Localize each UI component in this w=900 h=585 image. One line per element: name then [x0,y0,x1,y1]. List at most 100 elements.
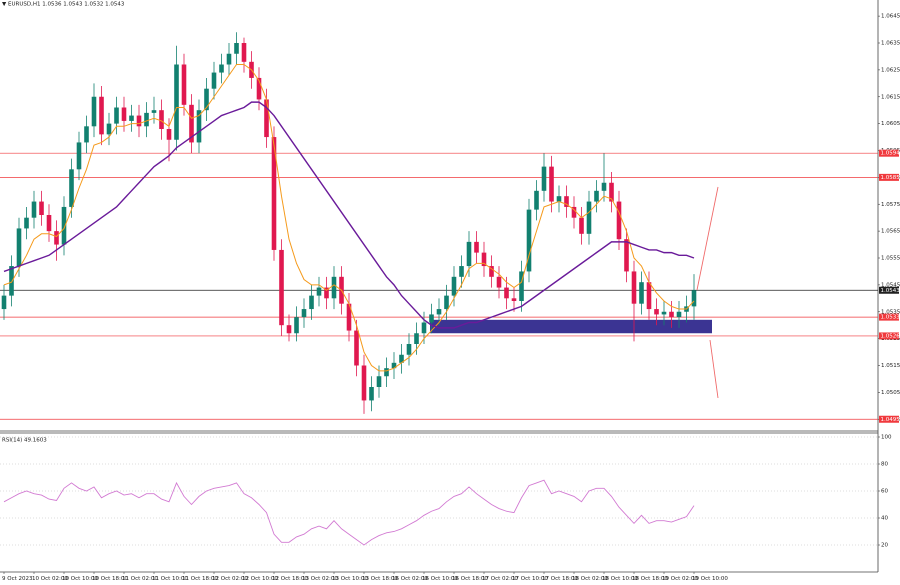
y-tick-label: 40 [881,516,888,522]
candle-body [166,129,172,140]
candle-body [639,282,644,304]
candle-body [211,72,217,89]
candle-body [399,354,404,363]
candle-body [346,303,352,331]
x-tick-label: 12 Oct 10:00 [242,576,278,582]
x-tick-label: 18 Oct 02:00 [572,576,608,582]
price-level-tag [879,173,899,181]
price-level-label: 1.0526 [881,333,900,339]
price-level-tag [879,313,899,321]
y-tick-label: 1.0505 [881,390,900,396]
price-level-label: 1.0594 [881,151,900,157]
x-tick-label: 17 Oct 18:00 [542,576,578,582]
candle-body [294,317,299,334]
x-tick-label: 16 Oct 10:00 [422,576,458,582]
candle-body [556,196,562,202]
candle-body [504,287,509,299]
candle-body [271,137,277,250]
price-level-label: 1.0533 [881,315,900,321]
candle-body [181,64,187,105]
candle-body [646,282,652,310]
candle-body [121,107,127,121]
price-level-tag [879,332,899,340]
candle-body [286,325,292,334]
candle-body [481,252,487,267]
candle-body [76,142,82,170]
candle-body [586,201,592,234]
indicator-title: RSI(14) 49.1603 [2,438,47,444]
y-tick-label: 20 [881,543,888,549]
x-tick-label: 18 Oct 10:00 [602,576,638,582]
y-tick-label: 1.0625 [881,67,900,73]
candle-body [541,166,547,191]
candle-body [654,309,659,315]
candle-body [24,217,29,229]
candle-body [31,201,37,218]
y-tick-label: 1.0605 [881,121,900,127]
candle-body [9,266,14,296]
candle-body [691,290,697,307]
candle-body [234,43,239,54]
candle-body [594,190,599,202]
forecast-arrow-down [709,339,719,399]
y-tick-label: 1.0545 [881,282,900,288]
candle-body [661,311,667,315]
candle-body [526,209,532,272]
x-tick-label: 19 Oct 10:00 [692,576,728,582]
candle-body [219,64,224,73]
candle-body [616,201,622,240]
candle-body [571,206,577,218]
candle-body [204,88,209,111]
price-level-tag [879,149,899,157]
x-tick-label: 9 Oct 2023 [2,576,33,582]
y-tick-label: 1.0515 [881,363,900,369]
y-tick-label: 100 [881,435,892,441]
x-tick-label: 12 Oct 02:00 [212,576,248,582]
x-tick-label: 17 Oct 02:00 [482,576,518,582]
candle-body [519,271,524,301]
candle-body [376,376,382,387]
candle-body [466,241,472,267]
candle-body [421,322,427,334]
candle-body [264,99,269,138]
candle-body [444,295,449,310]
candle-body [99,96,104,135]
candle-body [226,53,232,65]
candle-body [136,115,142,127]
candle-body [301,309,307,318]
candle-body [601,182,607,191]
candle-body [39,201,44,215]
support-zone [430,319,712,334]
candle-body [61,206,67,245]
plot-layer: 1.06451.06351.06251.06151.06051.05951.05… [0,14,900,582]
candle-body [16,228,22,267]
candle-body [151,110,157,113]
x-tick-label: 17 Oct 10:00 [512,576,548,582]
candle-body [534,190,539,210]
y-tick-label: 1.0575 [881,202,900,208]
candle-body [549,166,554,202]
x-tick-label: 13 Oct 18:00 [362,576,398,582]
candle-body [189,104,194,143]
x-tick-label: 10 Oct 18:00 [92,576,128,582]
candle-body [669,311,674,318]
candle-body [129,115,134,121]
y-tick-label: 60 [881,489,888,495]
y-tick-label: 1.0635 [881,41,900,47]
candle-body [436,309,442,315]
x-tick-label: 10 Oct 02:00 [32,576,68,582]
candle-body [279,249,284,326]
x-tick-label: 10 Oct 10:00 [62,576,98,582]
candle-body [676,311,682,318]
y-tick-label: 1.0555 [881,256,900,262]
candle-body [384,368,389,377]
candle-body [331,276,337,299]
candle-body [106,123,112,135]
y-tick-label: 1.0565 [881,229,900,235]
x-tick-label: 16 Oct 02:00 [392,576,428,582]
forecast-arrow-up [696,186,719,291]
candle-body [624,239,629,272]
candle-body [84,126,89,143]
y-tick-label: 1.0645 [881,14,900,20]
